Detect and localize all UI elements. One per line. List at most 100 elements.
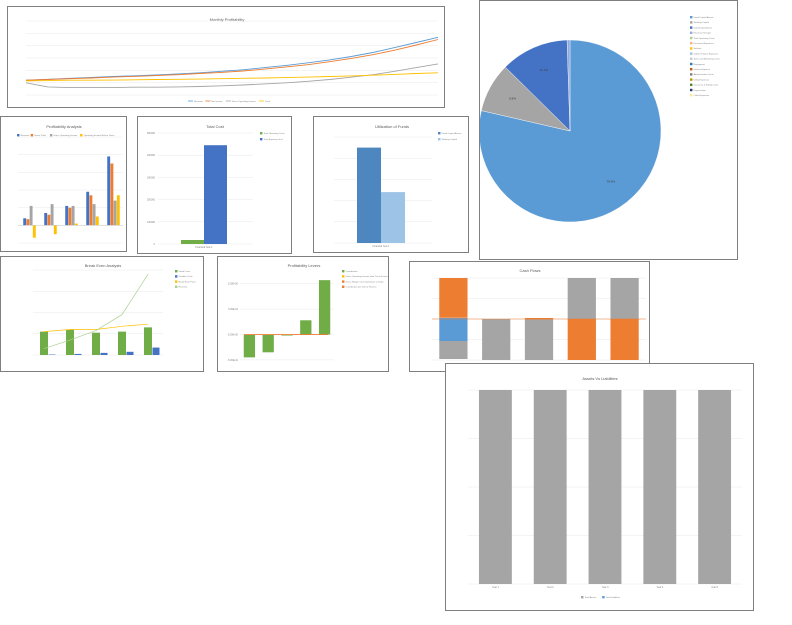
profitability-levers-chart[interactable]: Profitability Levers 1.00E+00 5.00E-01 0.0…	[217, 256, 389, 372]
legend-swatch	[690, 31, 693, 34]
bar	[44, 212, 48, 226]
bar	[478, 390, 512, 584]
legend-swatch	[342, 275, 345, 278]
bar	[100, 352, 108, 355]
tick-label: 1.00E+00	[228, 283, 239, 286]
bar	[110, 163, 114, 226]
legend-swatch	[690, 57, 693, 60]
assets-vs-liabilities-svg: Assets Vs Liabilities Year 1 Year 2 Year 3…	[468, 376, 742, 599]
bar	[74, 353, 82, 355]
legend-swatch	[438, 138, 441, 141]
bar-segment	[482, 319, 511, 360]
bar-segment	[610, 319, 639, 360]
tick-label: 500000	[147, 132, 156, 135]
bar-segment	[524, 318, 554, 320]
bar	[66, 329, 74, 355]
legend-label: Variable Costs	[179, 275, 194, 278]
legend-label: Indirect Project Expenses	[694, 52, 720, 55]
category-label: Financial Year 1	[195, 246, 213, 249]
total-cost-svg: Total Cost 500000 400000 300000 200000 10000…	[147, 124, 286, 249]
legend-label: Net Income	[211, 100, 223, 103]
legend-swatch	[690, 73, 693, 76]
legend-label: Gross Margin Cost Operations to Sales	[346, 280, 385, 283]
chart-title: Total Cost	[206, 124, 225, 129]
data-label: 8.8%	[509, 96, 516, 100]
bar	[92, 204, 96, 226]
bar	[243, 334, 256, 358]
bar	[144, 327, 152, 355]
bar	[47, 214, 51, 226]
bar	[126, 351, 134, 355]
legend-label: Revenue	[194, 101, 204, 103]
chart-title: Utilization of Funds	[375, 124, 409, 129]
bar-segment	[610, 278, 639, 319]
bar-segment	[567, 319, 596, 360]
legend-swatch	[690, 52, 693, 55]
bar	[89, 195, 93, 226]
profitability-analysis-chart[interactable]: Profitability Analysis Revenue Gross Prof…	[0, 116, 127, 252]
legend-swatch	[175, 285, 178, 288]
legend-swatch	[690, 68, 693, 71]
tick-label: 400000	[147, 154, 156, 157]
bar	[181, 240, 204, 244]
legend-label: Insurance & Safety Costs	[694, 84, 720, 87]
series-line	[25, 39, 439, 81]
bar	[107, 156, 111, 226]
legend-label: Personnel Expenses	[694, 42, 715, 45]
legend-swatch	[342, 270, 345, 273]
break-even-chart[interactable]: Break Even Analysis Fixed Costs Variable …	[0, 256, 204, 372]
monthly-profitability-svg: Monthly Profitability Revenue Net Income G…	[25, 17, 439, 103]
category-label: Year 1	[492, 586, 499, 589]
bar	[40, 331, 48, 355]
bar	[698, 390, 732, 584]
bar	[118, 331, 126, 355]
pie-slice	[505, 39, 571, 132]
legend-label: Contribution	[346, 270, 359, 273]
bar	[74, 223, 78, 226]
bar	[152, 347, 160, 355]
legend-swatch	[690, 21, 693, 24]
legend-swatch	[260, 132, 263, 135]
bar-segment	[439, 318, 468, 341]
legend-swatch	[342, 280, 345, 283]
bar	[113, 200, 117, 226]
profitability-analysis-svg: Profitability Analysis Revenue Gross Prof…	[17, 124, 123, 244]
bar	[32, 225, 36, 238]
total-cost-chart[interactable]: Total Cost 500000 400000 300000 200000 10000…	[137, 116, 292, 254]
bar	[116, 195, 120, 226]
legend-label: Gross Operating Income	[232, 100, 257, 103]
series-line	[25, 63, 439, 89]
chart-title: Profitability Levers	[288, 263, 321, 268]
assets-vs-liabilities-chart[interactable]: Assets Vs Liabilities Year 1 Year 2 Year 3…	[445, 363, 754, 611]
bar	[65, 205, 69, 226]
category-label: Year 3	[602, 586, 609, 589]
bar	[204, 145, 227, 244]
chart-title: Break Even Analysis	[85, 263, 121, 268]
legend-label: Break Even Point	[179, 280, 196, 283]
chart-title: Cash Flows	[520, 268, 541, 273]
legend-swatch	[602, 596, 605, 599]
legend-swatch	[690, 47, 693, 50]
legend-label: Repayment	[694, 63, 706, 66]
pie-slice	[566, 39, 571, 132]
legend-label: Initial Expenditures	[694, 26, 713, 29]
legend-label: Depreciation	[694, 89, 707, 92]
legend-label: Revenue	[21, 135, 31, 137]
chart-title: Monthly Profitability	[210, 17, 245, 22]
tick-label: 100000	[147, 221, 156, 224]
utilization-of-funds-chart[interactable]: Utilization of Funds Financial Year 1 Fix…	[313, 116, 469, 253]
legend-swatch	[690, 26, 693, 29]
legend-swatch	[175, 275, 178, 278]
cash-flows-chart[interactable]: Cash Flows	[409, 261, 650, 372]
bar	[92, 332, 100, 355]
utilization-svg: Utilization of Funds Financial Year 1 Fix…	[334, 124, 462, 248]
monthly-profitability-chart[interactable]: Monthly Profitability Revenue Net Income G…	[7, 6, 445, 108]
legend-label: Total Expenses Incl.	[264, 138, 284, 141]
legend-swatch	[690, 78, 693, 81]
funds-pie-chart[interactable]: 78.6% 8.8% 12.1% Fixed Capital Assets Workin…	[479, 0, 738, 260]
bar	[533, 390, 567, 584]
legend-label: Administrative Costs	[694, 73, 715, 76]
legend-swatch	[342, 285, 345, 288]
legend-swatch	[175, 270, 178, 273]
tick-label: 300000	[147, 176, 156, 179]
